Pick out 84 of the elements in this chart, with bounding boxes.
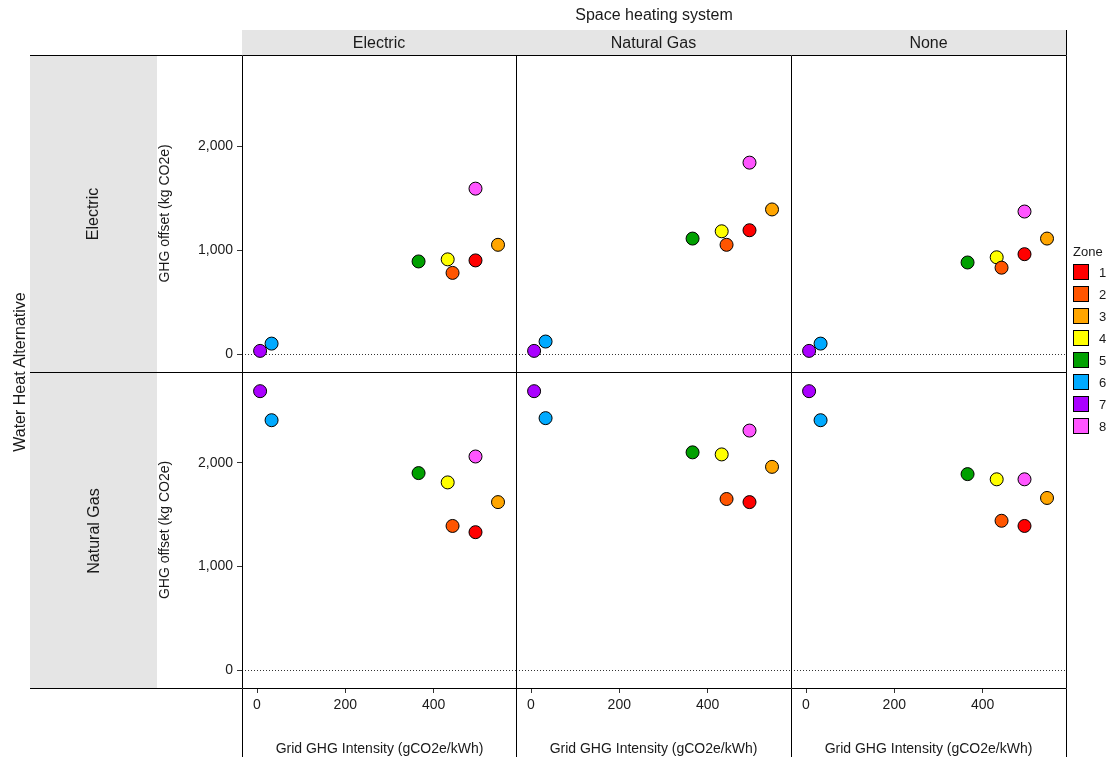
x-tick-label: 400 xyxy=(695,696,720,713)
x-tick-label: 0 xyxy=(802,696,811,713)
x-tick-label: 200 xyxy=(882,696,907,713)
point xyxy=(527,384,542,399)
point xyxy=(742,423,757,438)
point xyxy=(491,237,506,252)
point xyxy=(1040,231,1055,246)
point xyxy=(685,231,700,246)
chart-title: None xyxy=(791,30,1066,55)
x-tick-label: 200 xyxy=(333,696,358,713)
point xyxy=(264,413,279,428)
point xyxy=(468,525,483,540)
point xyxy=(1017,472,1032,487)
point xyxy=(719,492,734,506)
point xyxy=(538,334,553,349)
point xyxy=(813,413,828,428)
point xyxy=(440,252,455,267)
chart-title: Electric xyxy=(242,30,516,55)
point xyxy=(742,155,757,170)
point xyxy=(468,181,483,196)
text: Electric xyxy=(84,187,103,241)
point xyxy=(1017,518,1032,533)
x-tick-label: 0 xyxy=(527,696,536,713)
y-tick-label: 2,000 xyxy=(197,453,234,470)
point xyxy=(989,250,1004,265)
point xyxy=(445,265,460,280)
y-tick-label: 0 xyxy=(225,660,234,677)
point xyxy=(989,472,1004,487)
x-tick-label: 400 xyxy=(970,696,995,713)
point xyxy=(960,255,975,270)
point xyxy=(765,202,780,217)
point xyxy=(253,343,268,358)
point xyxy=(468,449,483,464)
point xyxy=(1040,490,1055,505)
point xyxy=(411,254,426,269)
text: Natural Gas xyxy=(84,487,103,574)
legend-label: 2 xyxy=(1099,286,1107,302)
y-axis-title: GHG offset (kg CO2e) xyxy=(156,460,173,600)
legend-label: 8 xyxy=(1099,418,1107,434)
point xyxy=(719,237,734,252)
x-tick-label: 200 xyxy=(607,696,632,713)
text: Space heating system xyxy=(574,6,734,24)
point xyxy=(411,466,426,481)
point xyxy=(765,459,780,474)
y-tick-label: 2,000 xyxy=(197,136,234,153)
point xyxy=(714,447,729,462)
point xyxy=(1017,204,1032,219)
point xyxy=(960,467,975,482)
point xyxy=(445,518,460,533)
legend-title: Zone xyxy=(1073,244,1104,259)
point xyxy=(802,343,817,358)
point xyxy=(994,260,1009,275)
point xyxy=(440,475,455,490)
point xyxy=(491,495,506,510)
legend-label: 6 xyxy=(1099,374,1107,390)
legend-label: 5 xyxy=(1099,352,1107,368)
point xyxy=(714,224,729,239)
point xyxy=(802,384,817,399)
point xyxy=(264,336,279,351)
y-tick-label: 1,000 xyxy=(197,240,234,257)
x-tick-label: 0 xyxy=(253,696,262,713)
point xyxy=(538,411,553,426)
point xyxy=(685,445,700,460)
point xyxy=(468,253,483,268)
y-tick-label: 1,000 xyxy=(197,557,234,574)
x-axis-title: Grid GHG Intensity (gCO2e/kWh) xyxy=(824,740,1033,757)
legend-label: 7 xyxy=(1099,396,1107,412)
legend-label: 4 xyxy=(1099,330,1107,346)
legend-label: 3 xyxy=(1099,308,1107,324)
point xyxy=(253,384,268,399)
point xyxy=(742,495,757,510)
point xyxy=(1017,247,1032,262)
y-axis-title: GHG offset (kg CO2e) xyxy=(156,144,173,283)
point xyxy=(994,513,1009,528)
point xyxy=(742,223,757,238)
point xyxy=(813,336,828,351)
legend-label: 1 xyxy=(1099,264,1107,280)
x-tick-label: 400 xyxy=(421,696,446,713)
point xyxy=(527,343,542,358)
text: Water Heat Alternative xyxy=(11,292,29,452)
x-axis-title: Grid GHG Intensity (gCO2e/kWh) xyxy=(275,740,484,757)
chart-title: Natural Gas xyxy=(516,30,791,55)
y-tick-label: 0 xyxy=(225,344,234,361)
x-axis-title: Grid GHG Intensity (gCO2e/kWh) xyxy=(549,740,758,757)
